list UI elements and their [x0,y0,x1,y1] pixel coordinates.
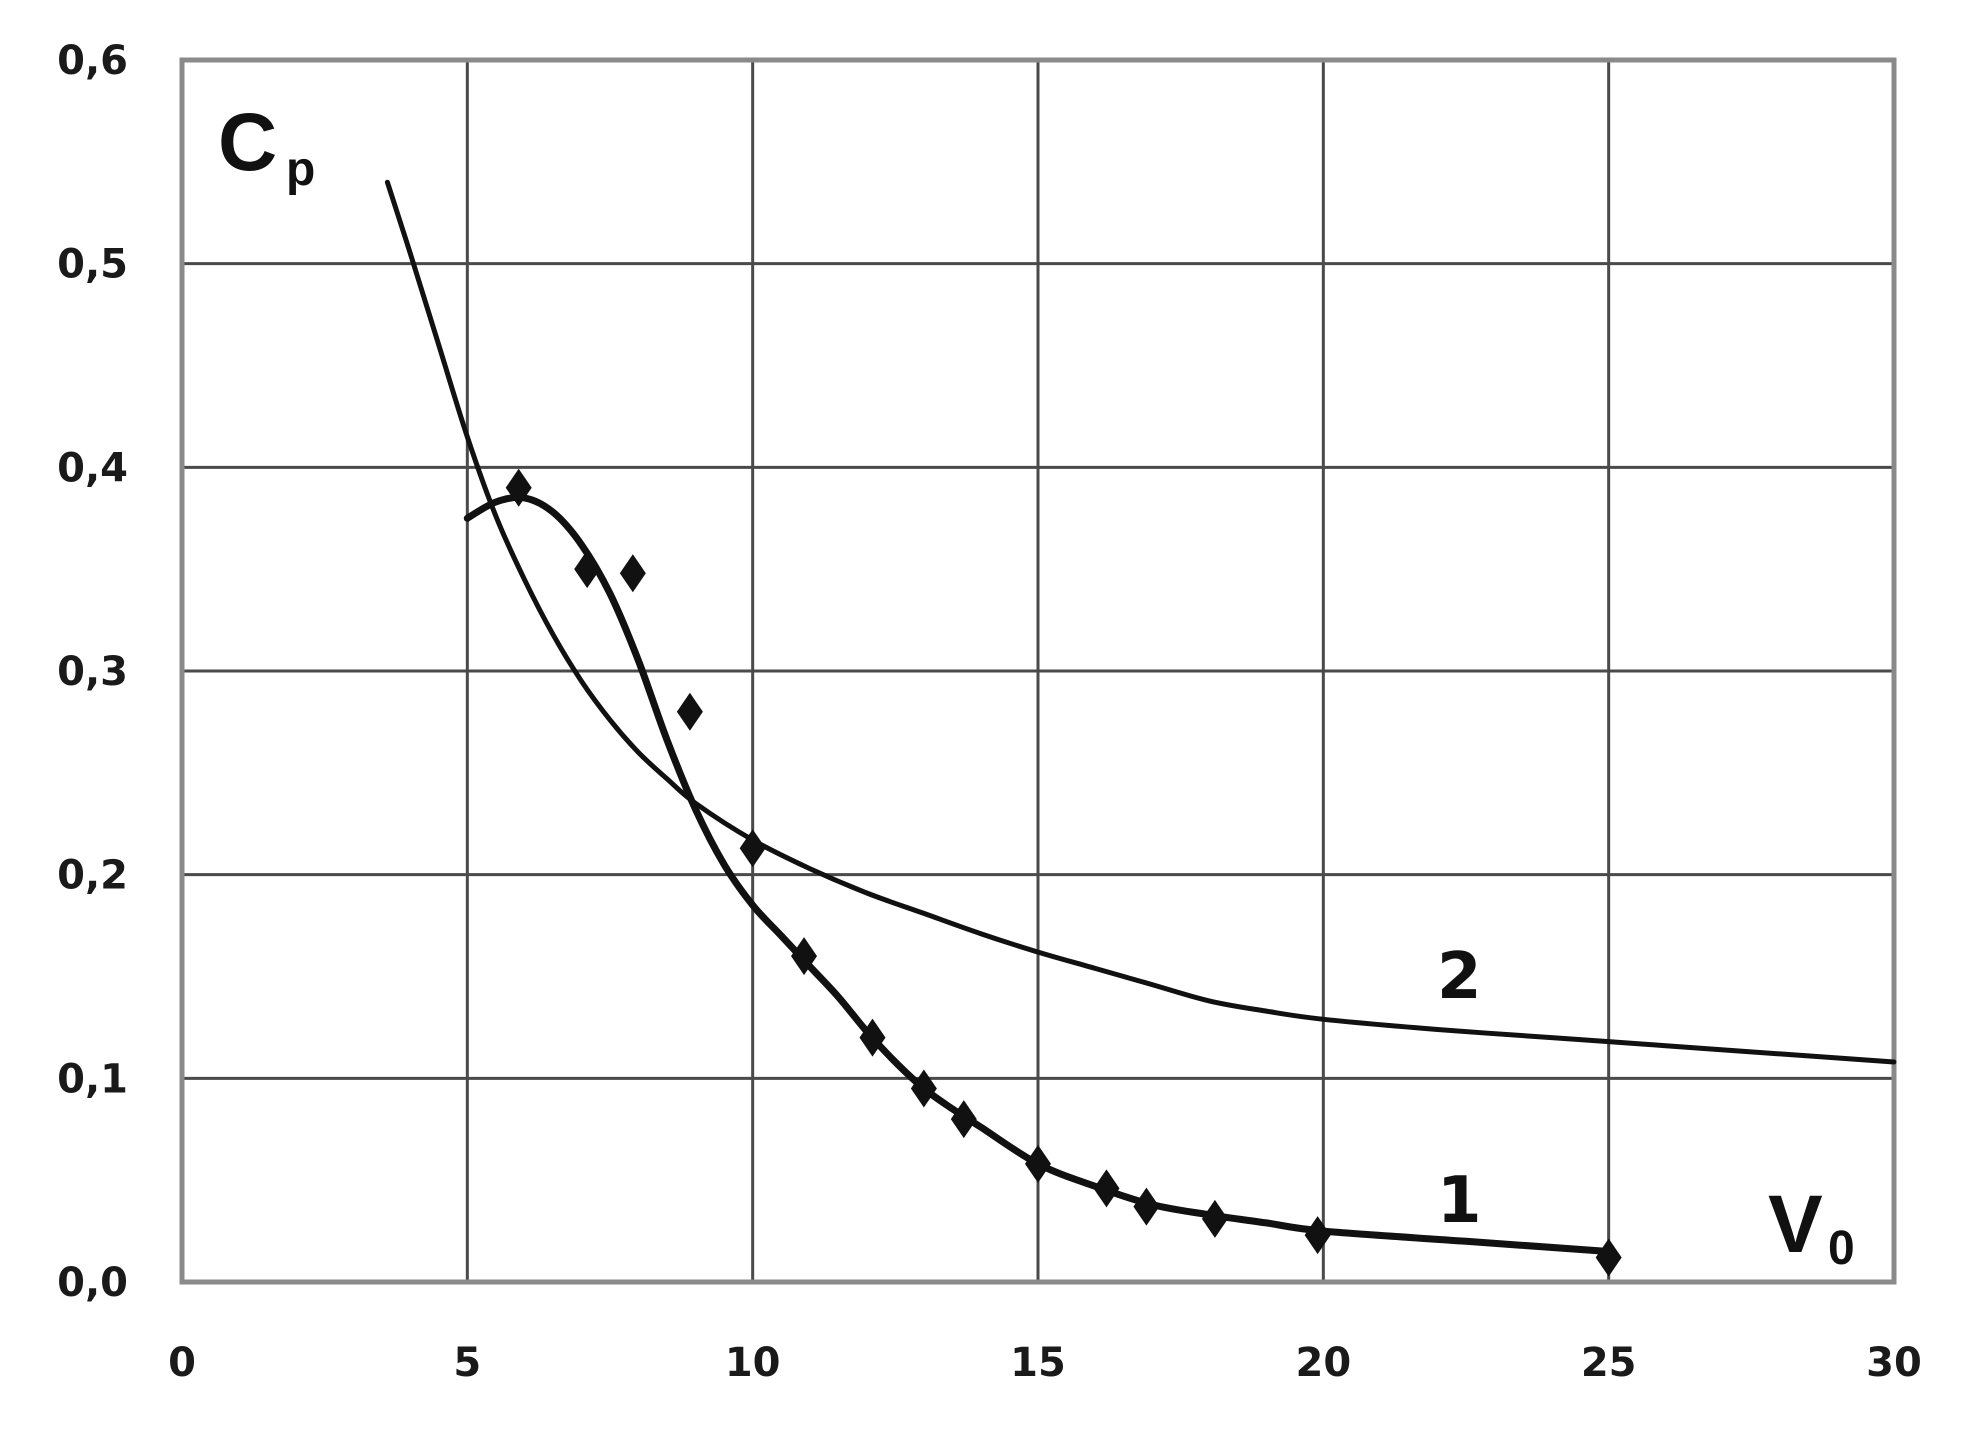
x-tick-label: 20 [1295,1340,1351,1386]
y-tick-label: 0,2 [57,853,128,899]
x-tick-label: 10 [725,1340,781,1386]
y-tick-label: 0,1 [57,1056,128,1102]
markers [505,468,1622,1277]
data-point [676,692,703,731]
data-point [1133,1187,1160,1226]
x-axis-label: V [1768,1179,1823,1270]
data-point [619,554,646,593]
grid [182,60,1894,1282]
y-tick-label: 0,0 [57,1260,128,1306]
data-point [1595,1238,1622,1277]
y-tick-label: 0,5 [57,242,128,288]
data-point [859,1018,886,1057]
x-tick-label: 0 [168,1340,196,1386]
data-point [505,468,532,507]
series-line-2 [384,179,1897,1065]
data-point [791,937,818,976]
data-point [950,1100,977,1139]
data-point [910,1069,937,1108]
x-tick-label: 5 [453,1340,481,1386]
curve-label-2: 2 [1437,940,1482,1014]
y-axis-label-subscript: p [286,143,315,196]
x-axis-label-subscript: 0 [1828,1222,1855,1275]
x-tick-label: 25 [1581,1340,1637,1386]
data-point [1093,1169,1120,1208]
data-point [1025,1144,1051,1183]
tick-labels: 0 5 10 15 20 25 300,00,10,20,30,40,50,6 [57,38,1922,1386]
x-tick-label: 30 [1866,1340,1922,1386]
x-tick-label: 15 [1010,1340,1066,1386]
data-point [1304,1216,1331,1255]
y-axis-label: C [218,97,277,188]
curve-label-1: 1 [1437,1164,1482,1238]
data-point [574,550,601,589]
data-point [1201,1199,1228,1238]
plot-border [179,57,1897,1285]
y-tick-label: 0,4 [57,445,128,491]
y-tick-label: 0,6 [57,38,128,84]
data-point [739,829,766,868]
y-tick-label: 0,3 [57,649,128,695]
